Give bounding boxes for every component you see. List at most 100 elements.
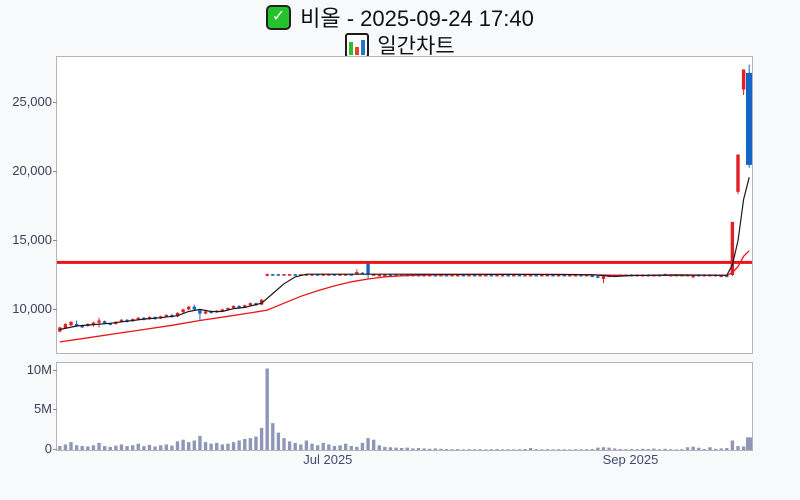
chart-title: ✓ 비올 - 2025-09-24 17:40 [0,3,800,31]
volume-bar [612,448,617,450]
volume-bar [745,437,752,450]
candle-body [231,305,236,309]
candle-body [428,274,432,277]
candle-body [534,274,538,277]
volume-axis-label: 10M [26,361,52,377]
volume-bar [674,449,679,450]
bar-chart-icon [345,32,370,58]
candle-body [506,274,510,277]
candle-body [136,317,140,320]
volume-bar [568,449,572,450]
volume-bar [416,448,421,450]
candle-body [495,274,499,277]
volume-bar [596,447,600,450]
volume-bar [562,449,566,450]
volume-bar [444,449,449,450]
volume-bar [136,443,140,450]
volume-bar [618,449,622,450]
volume-bar [607,447,611,450]
icon-bar-red [355,46,360,55]
volume-bar [377,445,381,450]
candle-body [584,274,589,277]
volume-bar [545,449,550,450]
volume-bar [534,449,538,450]
volume-bar [579,449,583,450]
volume-bar [512,449,516,450]
price-axis-tick [53,309,57,311]
volume-bar [691,446,695,450]
volume-bar [69,442,73,450]
volume-bar [310,443,314,450]
volume-bar [338,445,342,450]
candle-body [327,274,331,276]
icon-bar-blue [361,39,366,55]
volume-bar [265,368,269,450]
volume-bar [343,443,348,450]
candle-body [237,305,241,309]
x-axis-label: Jul 2025 [303,452,353,467]
title-text: 비올 - 2025-09-24 17:40 [300,6,534,31]
volume-bar [433,448,438,450]
price-axis-label: 25,000 [12,93,52,109]
volume-bar [669,449,673,450]
volume-bar [215,442,219,450]
volume-bar [590,449,594,450]
volume-bar [187,442,191,450]
candle-body [433,274,438,277]
candle-body [203,311,208,314]
volume-bar [327,444,331,450]
price-axis-tick [53,239,57,241]
volume-bar [405,447,410,450]
volume-bar [86,446,90,450]
candle-body [730,221,735,275]
volume-bar [360,442,365,450]
candle-body [271,274,275,276]
candle-body [439,274,443,277]
candle-body [209,311,213,314]
price-axis-tick [53,101,57,103]
volume-bar [164,444,168,450]
volume-bar [304,440,309,450]
volume-bar [702,449,707,450]
volume-bar [170,445,174,450]
candle-body [293,274,297,276]
candle-body [97,320,101,323]
candle-body [472,274,477,277]
candle-body [719,275,723,278]
volume-bar [556,449,561,450]
price-axis-label: 20,000 [12,162,52,178]
volume-chart-canvas [58,368,752,450]
volume-bar [708,447,712,450]
volume-bar [719,448,723,450]
volume-bar [484,449,488,450]
volume-bar [500,449,505,450]
volume-bar [456,449,460,450]
candle-body [355,272,359,275]
volume-bar [198,435,202,450]
candle-body [568,274,572,277]
volume-bar [282,438,286,450]
volume-bar [657,449,662,450]
price-axis-label: 10,000 [12,301,52,317]
volume-bar [220,444,225,450]
candle-body [601,276,606,279]
volume-bar [97,442,101,450]
candle-body [573,274,578,277]
volume-bar [551,449,555,450]
candle-body [243,305,247,308]
volume-bar [158,445,163,450]
volume-bar [102,446,107,450]
candle-body [512,274,516,277]
candle-body [388,274,393,277]
volume-bar [467,449,471,450]
candle-body [265,274,269,276]
candle-body [467,274,471,277]
volume-bar [130,445,135,450]
candle-body [484,274,488,277]
candle-body [551,274,555,277]
volume-bar [540,449,544,450]
volume-bar [226,443,230,450]
volume-bar [736,446,740,450]
checkbox-icon: ✓ [266,4,292,30]
candle-body [562,274,566,277]
